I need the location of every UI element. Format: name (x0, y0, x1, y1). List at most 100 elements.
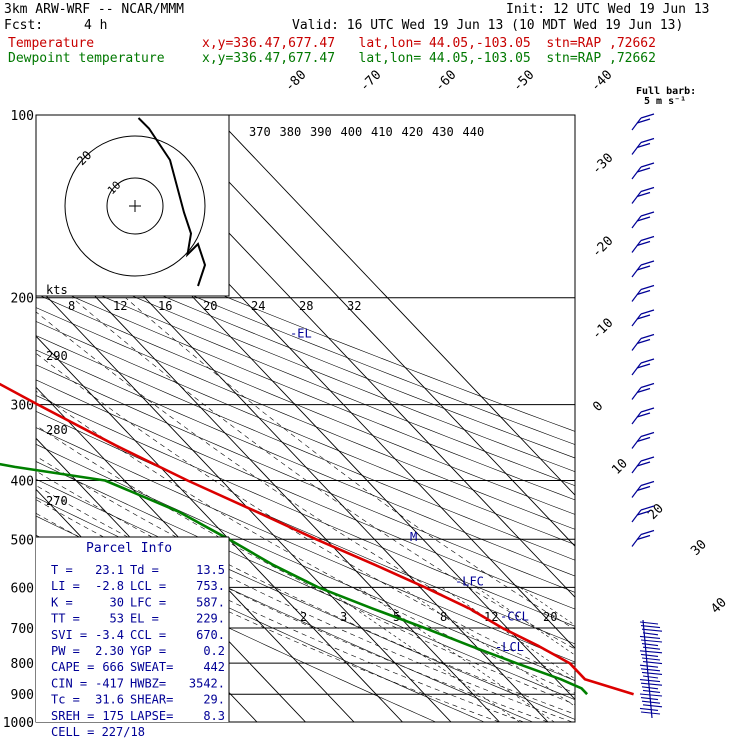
parcel-param-label: K = (51, 595, 73, 609)
pressure-axis-label: 700 (11, 622, 34, 637)
dry-adiabat-line (36, 335, 575, 561)
hodograph-ring-label: 8 (68, 299, 75, 313)
isotherm-line (36, 335, 403, 722)
wind-barb (636, 167, 651, 173)
parcel-info-title: Parcel Info (86, 541, 172, 556)
wind-barb (642, 632, 659, 636)
dry-adiabat-line (36, 217, 575, 432)
wind-barb (640, 505, 655, 511)
theta-label: 380 (280, 125, 302, 139)
parcel-param-value: 753. (196, 579, 225, 593)
wind-barb (640, 480, 655, 487)
isotherm-label: -50 (510, 68, 537, 95)
plot-frame (35, 114, 576, 723)
hodograph-ring-label: 12 (113, 299, 127, 313)
parcel-param-value: 30 (110, 595, 124, 609)
wind-barb (639, 664, 659, 668)
hodograph-ring-label: 16 (158, 299, 172, 313)
isotherm-label: -80 (282, 68, 309, 95)
wind-barb (640, 284, 655, 291)
left-theta-label: 280 (46, 423, 68, 437)
wind-barb (631, 191, 642, 204)
parcel-param-label: TT = (51, 612, 80, 626)
hodograph-ring-label: 20 (203, 299, 217, 313)
parcel-param-value: -417 (95, 676, 124, 690)
parcel-param-label: LAPSE= (130, 709, 173, 723)
temperature-profile-line (0, 382, 634, 696)
wind-barb (639, 693, 663, 697)
wind-barb (640, 431, 655, 438)
wind-barb (641, 628, 663, 632)
dry-adiabat-line (36, 242, 575, 459)
wind-barb (636, 534, 651, 541)
wind-barb (642, 689, 661, 693)
dry-adiabat-line (36, 411, 575, 645)
forecast-label: Fcst: (4, 18, 44, 33)
wind-barb (642, 675, 659, 679)
parcel-param-value: 23.1 (95, 563, 124, 577)
parcel-param-label: YGP = (130, 644, 166, 658)
isotherm-line (36, 284, 452, 722)
hodograph-ring-label: 24 (251, 299, 265, 313)
wind-barb (631, 338, 642, 351)
wind-barb-staff (642, 619, 653, 719)
model-title: 3km ARW-WRF -- NCAR/MMM (4, 2, 185, 17)
parcel-param-value: 53 (110, 612, 124, 626)
wind-barb (640, 309, 655, 315)
wind-barb (642, 661, 663, 665)
wind-barb (640, 625, 661, 629)
wind-barb (640, 639, 663, 643)
dry-adiabat-line (36, 293, 575, 515)
pressure-axis-label: 100 (11, 109, 34, 124)
parcel-param-label: LCL = (130, 579, 166, 593)
wind-barb (640, 668, 661, 672)
parcel-param-label: Td = (130, 563, 159, 577)
wind-barb (631, 215, 642, 229)
wind-barb (640, 382, 655, 389)
wind-barb (636, 314, 651, 320)
isotherm-label: 0 (590, 399, 606, 415)
parcel-param-label: SWEAT= (130, 660, 173, 674)
pressure-axis-label: 500 (11, 533, 34, 548)
hodograph-ring (64, 135, 206, 277)
wind-barb-note: Full barb: (636, 86, 696, 97)
wind-barb (636, 240, 651, 247)
pressure-axis-label: 400 (11, 474, 34, 489)
wind-barb (640, 653, 659, 657)
dewpoint-legend-label: Dewpoint temperature (8, 51, 165, 66)
parcel-param-value: 31.6 (95, 693, 124, 707)
wind-barb (641, 643, 659, 647)
wind-barb (640, 358, 655, 364)
wind-barb (636, 387, 651, 394)
mixing-ratio-line (358, 587, 555, 722)
pressure-axis-label: 200 (11, 292, 34, 307)
wind-barb (640, 260, 655, 266)
mixing-ratio-line (519, 587, 575, 626)
wind-barb (640, 333, 655, 340)
isotherm-label: -10 (589, 316, 616, 343)
parcel-param-label: HWBZ= (130, 676, 166, 690)
pressure-axis-label: 1000 (3, 716, 34, 731)
wind-barb (642, 704, 663, 708)
mixing-ratio-label: 3 (340, 610, 347, 624)
dry-adiabat-line (36, 395, 575, 627)
parcel-param-value: 3542. (189, 676, 225, 690)
dry-adiabat-line (36, 349, 575, 577)
wind-barb (640, 137, 655, 144)
mixing-ratio-label: 20 (543, 610, 557, 624)
hodograph-ring-label: 28 (299, 299, 313, 313)
wind-barb (636, 338, 651, 345)
wind-barb (636, 461, 651, 467)
parcel-param-value: 175 (102, 709, 124, 723)
dry-adiabat-line (36, 443, 575, 681)
isotherm-label: -30 (589, 151, 616, 178)
parcel-param-label: T = (51, 563, 73, 577)
parcel-param-value: 587. (196, 595, 225, 609)
level-marker-label: -EL (290, 326, 312, 340)
temperature-legend-label: Temperature (8, 36, 95, 51)
wind-barb (636, 118, 651, 124)
wind-barb (640, 162, 655, 168)
wind-barb (640, 211, 655, 217)
dry-adiabat-line (36, 461, 575, 701)
wind-barb (636, 216, 651, 222)
